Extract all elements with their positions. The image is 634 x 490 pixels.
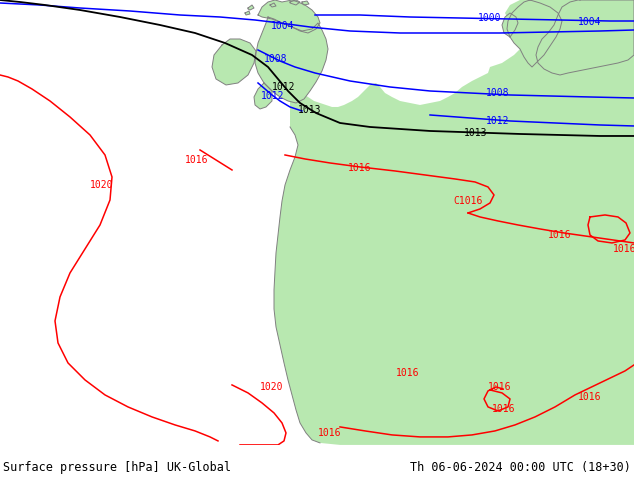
Text: 1012: 1012 bbox=[486, 116, 510, 126]
Text: 1020: 1020 bbox=[90, 180, 113, 190]
Text: Surface pressure [hPa] UK-Global: Surface pressure [hPa] UK-Global bbox=[3, 461, 231, 474]
Text: 1020: 1020 bbox=[260, 382, 284, 392]
Polygon shape bbox=[212, 39, 256, 85]
Text: 1000: 1000 bbox=[478, 13, 501, 23]
Text: C1016: C1016 bbox=[453, 196, 482, 206]
Text: 1008: 1008 bbox=[264, 54, 288, 64]
Text: 1016: 1016 bbox=[318, 428, 342, 438]
Text: 1012: 1012 bbox=[261, 91, 285, 101]
Text: 1013: 1013 bbox=[464, 128, 488, 138]
Polygon shape bbox=[536, 0, 634, 75]
Polygon shape bbox=[254, 83, 272, 109]
Polygon shape bbox=[270, 3, 276, 7]
Text: 1016: 1016 bbox=[578, 392, 602, 402]
Text: 1004: 1004 bbox=[271, 21, 295, 31]
Polygon shape bbox=[245, 11, 250, 15]
Text: 1016: 1016 bbox=[613, 244, 634, 254]
Text: 1008: 1008 bbox=[486, 88, 510, 98]
Text: 1012: 1012 bbox=[272, 82, 295, 92]
Polygon shape bbox=[248, 5, 254, 10]
Polygon shape bbox=[507, 0, 562, 67]
Text: 1013: 1013 bbox=[298, 105, 321, 115]
Polygon shape bbox=[258, 0, 320, 33]
Polygon shape bbox=[255, 17, 328, 103]
Text: 1016: 1016 bbox=[548, 230, 572, 240]
Text: 1004: 1004 bbox=[578, 17, 602, 27]
Polygon shape bbox=[302, 1, 309, 5]
Text: 1016: 1016 bbox=[492, 404, 515, 414]
Polygon shape bbox=[274, 0, 634, 445]
Text: 1016: 1016 bbox=[348, 163, 372, 173]
Text: 1016: 1016 bbox=[185, 155, 209, 165]
Text: Th 06-06-2024 00:00 UTC (18+30): Th 06-06-2024 00:00 UTC (18+30) bbox=[410, 461, 631, 474]
Text: 1016: 1016 bbox=[396, 368, 420, 378]
Text: 1016: 1016 bbox=[488, 382, 512, 392]
Polygon shape bbox=[502, 13, 518, 37]
Polygon shape bbox=[290, 0, 300, 5]
